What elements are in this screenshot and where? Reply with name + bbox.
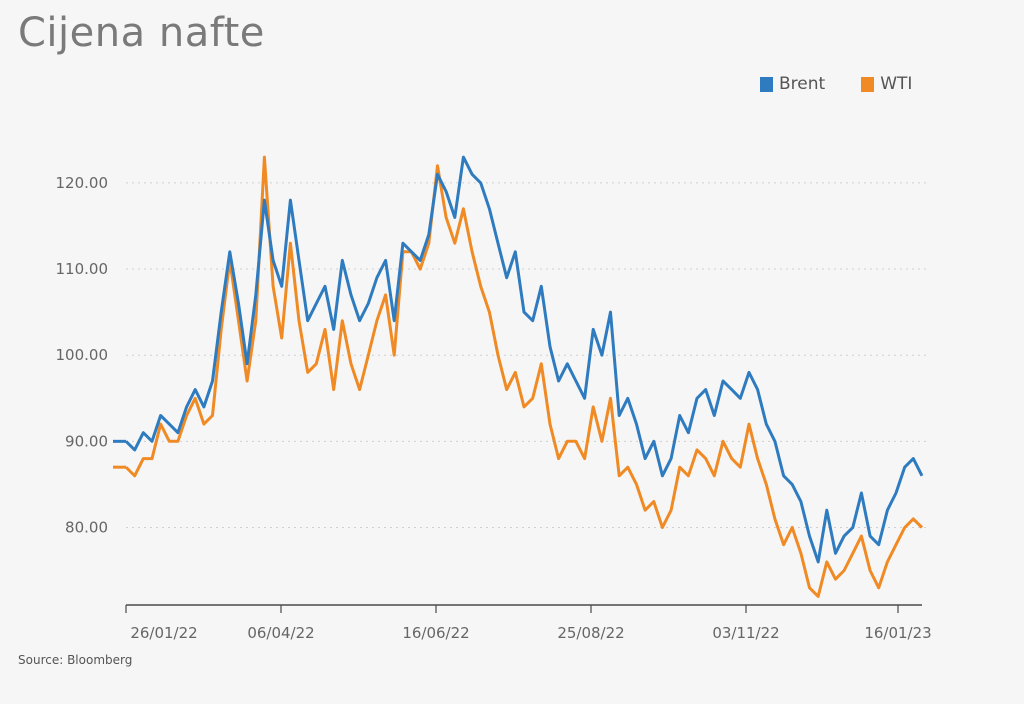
legend-label-wti: WTI bbox=[880, 74, 913, 94]
x-tick-label: 26/01/22 bbox=[130, 624, 197, 642]
legend-item-wti: WTI bbox=[861, 74, 912, 94]
x-tick-label: 06/04/22 bbox=[247, 624, 314, 642]
y-tick-label: 110.00 bbox=[56, 260, 109, 278]
y-tick-label: 100.00 bbox=[56, 346, 109, 364]
x-tick-label: 16/01/23 bbox=[864, 624, 931, 642]
legend: Brent WTI bbox=[760, 74, 912, 94]
y-tick-label: 120.00 bbox=[56, 174, 109, 192]
y-tick-label: 80.00 bbox=[65, 518, 108, 536]
x-tick-label: 03/11/22 bbox=[712, 624, 779, 642]
series-line-wti bbox=[124, 155, 924, 598]
series-line-brent bbox=[124, 155, 924, 564]
legend-label-brent: Brent bbox=[779, 74, 826, 94]
x-tick-label: 25/08/22 bbox=[557, 624, 624, 642]
x-tick-label: 16/06/22 bbox=[402, 624, 469, 642]
source-note: Source: Bloomberg bbox=[18, 653, 133, 667]
chart-title: Cijena nafte bbox=[18, 10, 265, 56]
legend-swatch-wti bbox=[861, 76, 875, 92]
legend-swatch-brent bbox=[760, 76, 773, 92]
y-tick-label: 90.00 bbox=[65, 432, 108, 450]
legend-item-brent: Brent bbox=[760, 74, 825, 94]
